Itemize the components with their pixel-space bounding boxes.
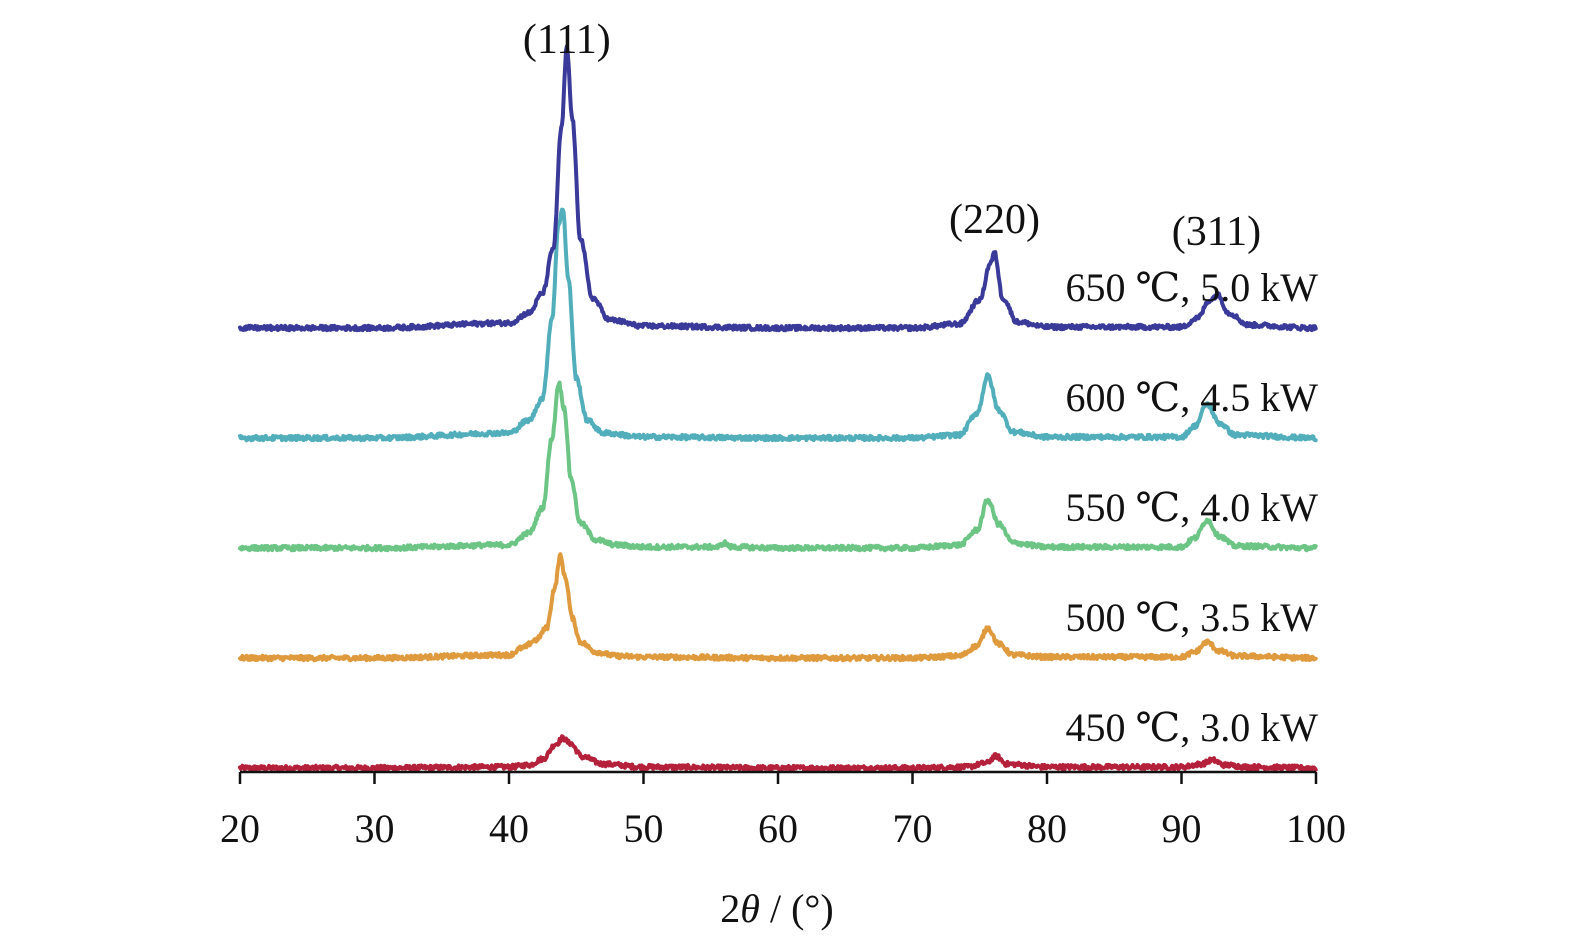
x-tick-label: 30 — [355, 806, 395, 851]
x-axis-ticks: 20 30 40 50 60 70 80 90 100 — [220, 772, 1346, 851]
peak-label: (111) — [523, 17, 611, 63]
x-tick-label: 70 — [893, 806, 933, 851]
series-label-2: 500 ℃, 3.5 kW — [1066, 595, 1319, 640]
series-labels: 450 ℃, 3.0 kW 500 ℃, 3.5 kW 550 ℃, 4.0 kW 6… — [1066, 265, 1319, 750]
x-axis-title: 2θ / (°) — [720, 886, 833, 931]
x-tick-label: 100 — [1286, 806, 1346, 851]
x-axis-title-suffix: / (°) — [760, 886, 834, 931]
series-trace-5 — [238, 44, 1318, 333]
x-tick-label: 50 — [624, 806, 664, 851]
series-trace-4 — [238, 207, 1318, 443]
series-trace-3 — [238, 380, 1318, 553]
x-tick-label: 90 — [1162, 806, 1202, 851]
x-axis-title-prefix: 2 — [720, 886, 740, 931]
peak-label: (311) — [1172, 209, 1261, 255]
series-label-5: 650 ℃, 5.0 kW — [1066, 265, 1319, 310]
series-label-1: 450 ℃, 3.0 kW — [1066, 705, 1319, 750]
x-tick-label: 40 — [489, 806, 529, 851]
peak-labels: (111) (220) (311) — [523, 17, 1261, 255]
series-trace-1 — [238, 734, 1318, 773]
series-label-3: 550 ℃, 4.0 kW — [1066, 485, 1319, 530]
x-tick-label: 20 — [220, 806, 260, 851]
x-tick-label: 60 — [758, 806, 798, 851]
x-tick-label: 80 — [1027, 806, 1067, 851]
series-trace-2 — [238, 552, 1318, 663]
series-label-4: 600 ℃, 4.5 kW — [1066, 375, 1319, 420]
peak-label: (220) — [949, 197, 1040, 243]
series-traces — [238, 44, 1318, 773]
x-axis-title-symbol: θ — [740, 886, 760, 931]
